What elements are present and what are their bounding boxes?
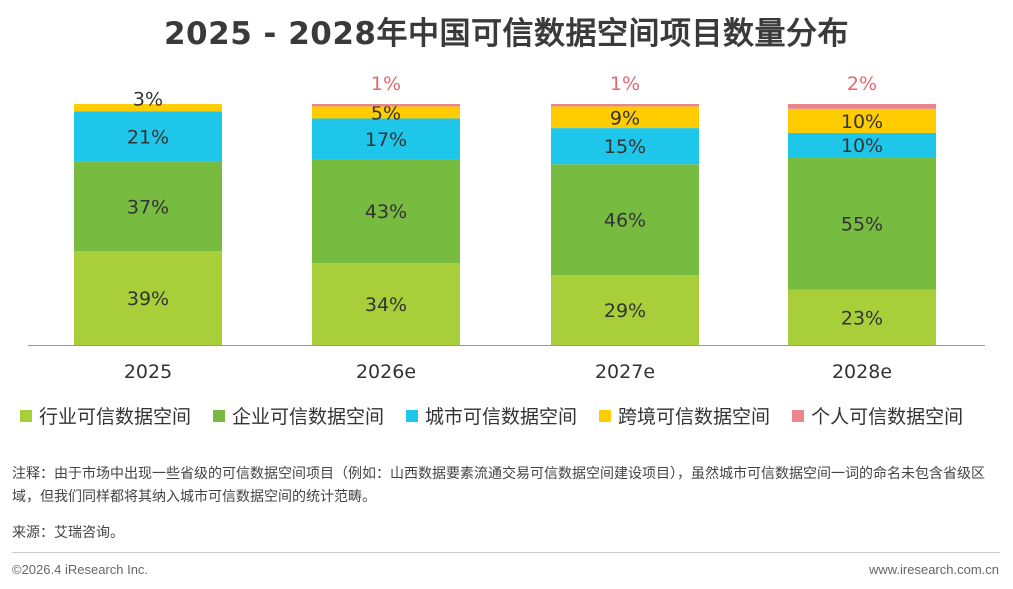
legend-item: 城市可信数据空间 (406, 402, 577, 429)
bar-segment (551, 164, 699, 276)
data-label: 1% (371, 73, 401, 95)
data-label: 43% (365, 201, 407, 223)
legend-label: 行业可信数据空间 (39, 406, 192, 428)
data-label: 55% (841, 213, 883, 235)
footnote: 注释：由于市场中出现一些省级的可信数据空间项目（例如：山西数据要素流通交易可信数… (12, 466, 985, 505)
bar-segment (788, 289, 936, 345)
footer-divider (12, 552, 1000, 553)
bar-segment (312, 104, 460, 107)
data-label: 2% (847, 73, 877, 95)
chart-legend: 行业可信数据空间 企业可信数据空间 城市可信数据空间 跨境可信数据空间 个人可信数据空间 (20, 402, 1010, 429)
legend-item: 企业可信数据空间 (213, 402, 384, 429)
legend-swatch (213, 409, 226, 422)
x-tick-label: 2025 (124, 361, 172, 383)
data-label: 37% (127, 196, 169, 218)
data-label: 5% (371, 102, 401, 124)
x-tick-label: 2026e (356, 361, 416, 383)
legend-swatch (20, 409, 32, 422)
bar-segment (74, 161, 222, 252)
bar-segment (788, 157, 936, 290)
legend-label: 城市可信数据空间 (425, 406, 578, 428)
bar-segment (312, 263, 460, 345)
bar-segment (312, 106, 460, 119)
data-label: 29% (604, 300, 646, 322)
x-tick-label: 2028e (832, 361, 892, 383)
bar-segment (74, 104, 222, 112)
data-label: 46% (604, 210, 646, 232)
source-note: 来源：艾瑞咨询。 (12, 525, 124, 541)
data-label: 21% (127, 127, 169, 149)
data-label: 10% (841, 111, 883, 133)
legend-swatch (792, 409, 805, 422)
bar-segment (312, 159, 460, 264)
bar-segment (788, 108, 936, 133)
data-label: 1% (610, 73, 640, 95)
bar-segment (312, 118, 460, 160)
legend-item: 个人可信数据空间 (792, 402, 963, 429)
legend-item: 跨境可信数据空间 (599, 402, 770, 429)
data-label: 39% (127, 288, 169, 310)
bar-segment (788, 132, 936, 158)
legend-label: 跨境可信数据空间 (618, 406, 771, 428)
stacked-bar-chart: 39% 37% 21% 3% 2025 34% 43% 17% 5% 1% 2026e 29% 46% 1… (28, 73, 985, 383)
legend-label: 企业可信数据空间 (232, 406, 385, 428)
bar-segment (551, 128, 699, 165)
data-label: 10% (841, 135, 883, 157)
data-label: 3% (133, 89, 163, 111)
x-tick-label: 2027e (595, 361, 655, 383)
data-label: 9% (610, 107, 640, 129)
data-label: 17% (365, 129, 407, 151)
copyright-text: ©2026.4 iResearch Inc. (12, 562, 149, 577)
legend-swatch (406, 409, 419, 422)
data-label: 15% (604, 136, 646, 158)
website-link[interactable]: www.iresearch.com.cn (868, 562, 999, 577)
bar-segment (551, 104, 699, 107)
legend-swatch (599, 409, 612, 422)
bar-segment (551, 106, 699, 129)
bar-segment (74, 251, 222, 345)
chart-title: 2025 - 2028年中国可信数据空间项目数量分布 (163, 16, 849, 52)
legend-label: 个人可信数据空间 (811, 406, 964, 428)
bar-segment (551, 275, 699, 345)
data-label: 23% (841, 307, 883, 329)
bar-segment (788, 104, 936, 109)
data-label: 34% (365, 294, 407, 316)
legend-item: 行业可信数据空间 (20, 402, 191, 429)
bar-segment (74, 111, 222, 162)
